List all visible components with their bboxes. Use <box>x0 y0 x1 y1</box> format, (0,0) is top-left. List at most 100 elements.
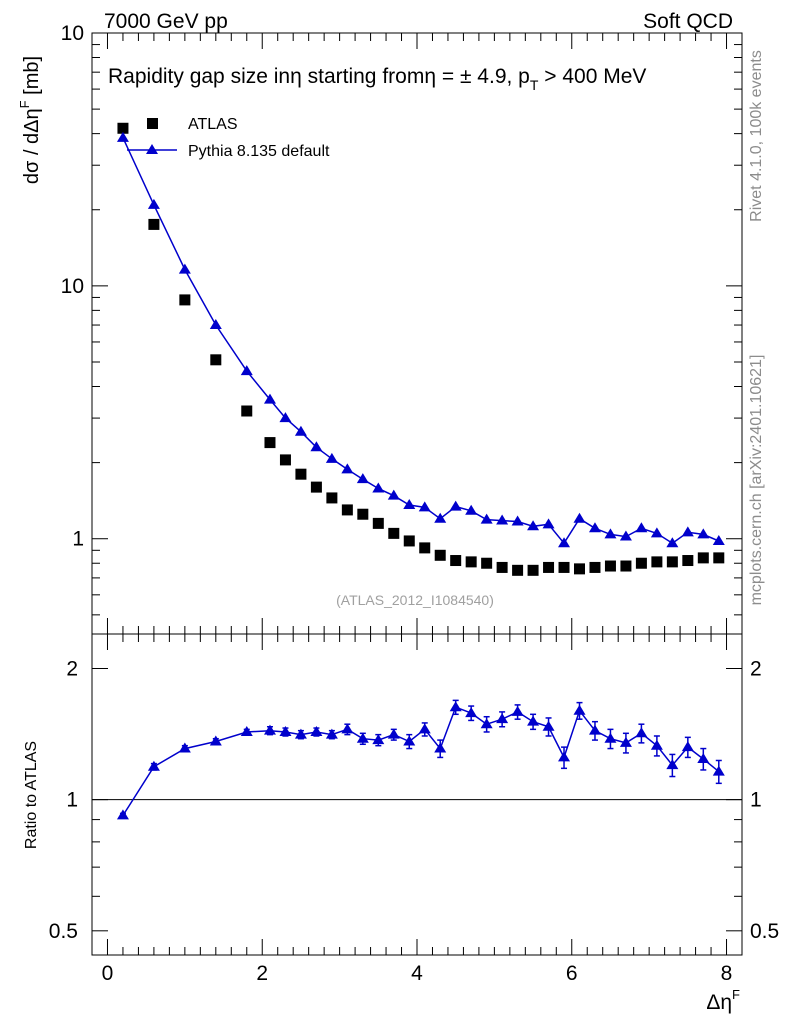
atlas-point <box>558 561 570 573</box>
atlas-point <box>589 561 601 573</box>
legend-pythia-marker <box>146 144 158 154</box>
main-plot: 1 10 10 Rapidity gap size inη starting f… <box>17 22 743 635</box>
atlas-point <box>326 492 338 504</box>
pythia-curve <box>122 137 720 545</box>
atlas-point <box>666 556 678 568</box>
ratio-point <box>116 809 129 820</box>
ratio-point <box>712 765 725 776</box>
pythia-point <box>403 498 416 509</box>
ratio-point <box>147 760 160 771</box>
x-axis-label: ΔηF <box>706 987 740 1014</box>
pythia-point <box>418 501 431 512</box>
ratio-point <box>434 742 447 753</box>
ratio-plot: 2 1 0.5 2 1 0.5 Ratio to ATLAS 0 2 4 6 8… <box>23 633 779 1014</box>
ratio-point <box>480 718 493 729</box>
pythia-point <box>465 504 478 515</box>
main-y-axis-label: dσ / dΔηF [mb] <box>17 56 43 184</box>
pythia-point <box>356 473 369 484</box>
atlas-point <box>465 556 477 568</box>
atlas-point <box>481 557 493 569</box>
ratio-point <box>496 713 509 724</box>
ratio-point <box>387 728 400 739</box>
pythia-point <box>604 528 617 539</box>
legend-atlas-label: ATLAS <box>188 116 238 133</box>
header-energy: 7000 GeV pp <box>104 10 228 33</box>
ratio-point <box>558 751 571 762</box>
atlas-point <box>651 556 663 568</box>
ratio-point <box>263 724 276 735</box>
ratio-point <box>573 704 586 715</box>
atlas-point <box>713 552 725 564</box>
pythia-point <box>310 441 323 452</box>
pythia-point <box>480 513 493 524</box>
atlas-point <box>635 557 647 569</box>
atlas-point <box>496 561 508 573</box>
pythia-data-points <box>116 131 725 548</box>
pythia-point <box>279 412 292 423</box>
ratio-point <box>527 715 540 726</box>
xtick-label-4: 4 <box>411 962 423 985</box>
pythia-point <box>341 463 354 474</box>
ratio-point <box>650 739 663 750</box>
atlas-point <box>310 481 322 493</box>
ratio-x-ticks <box>106 634 728 955</box>
atlas-point <box>527 564 539 576</box>
pythia-point <box>496 514 509 525</box>
xtick-label-2: 2 <box>256 962 268 985</box>
analysis-reference: (ATLAS_2012_I1084540) <box>336 592 494 608</box>
ratio-point <box>635 727 648 738</box>
ratio-point <box>372 734 385 745</box>
pythia-point <box>511 515 524 526</box>
pythia-point <box>178 263 191 274</box>
pythia-point <box>449 500 462 511</box>
atlas-point <box>697 552 709 564</box>
pythia-point <box>635 522 648 533</box>
ratio-ytick-label-05-right: 0.5 <box>750 920 779 943</box>
atlas-data-points <box>117 122 725 576</box>
atlas-point <box>241 405 253 417</box>
pythia-point <box>147 198 160 209</box>
ratio-point <box>279 725 292 736</box>
atlas-point <box>574 563 585 575</box>
atlas-point <box>179 294 191 306</box>
main-ytick-label-100: 10 <box>61 22 84 45</box>
ratio-ytick-label-1-left: 1 <box>66 789 78 812</box>
main-ytick-label-1: 1 <box>72 528 84 551</box>
ratio-ytick-label-2-right: 2 <box>750 657 762 680</box>
ratio-point <box>294 728 307 739</box>
ratio-point <box>511 705 524 716</box>
ratio-point <box>209 735 222 746</box>
pythia-point <box>666 537 679 548</box>
atlas-point <box>210 354 222 366</box>
xtick-label-0: 0 <box>102 962 114 985</box>
ratio-point <box>403 735 416 746</box>
pythia-point <box>681 526 694 537</box>
ratio-y-axis-label: Ratio to ATLAS <box>23 741 40 849</box>
pythia-point <box>712 534 725 545</box>
atlas-point <box>117 122 129 134</box>
pythia-point <box>240 365 253 376</box>
atlas-point <box>295 468 307 480</box>
ratio-point <box>418 723 431 734</box>
header-category: Soft QCD <box>643 10 733 33</box>
atlas-point <box>403 535 415 547</box>
atlas-point <box>279 454 291 466</box>
legend-atlas-marker <box>147 118 158 129</box>
pythia-point <box>294 425 307 436</box>
atlas-point <box>620 560 632 572</box>
atlas-point <box>512 564 524 576</box>
pythia-point <box>434 512 447 523</box>
ratio-plot-frame <box>91 633 743 956</box>
legend-pythia-label: Pythia 8.135 default <box>188 143 330 160</box>
ratio-point <box>356 732 369 743</box>
atlas-point <box>372 517 384 529</box>
main-ytick-label-10: 10 <box>61 275 84 298</box>
ratio-point <box>325 728 338 739</box>
ratio-point <box>619 736 632 747</box>
atlas-point <box>543 561 555 573</box>
ratio-point <box>240 725 253 736</box>
atlas-point <box>388 527 400 539</box>
atlas-point <box>341 504 353 516</box>
pythia-point <box>542 518 555 529</box>
